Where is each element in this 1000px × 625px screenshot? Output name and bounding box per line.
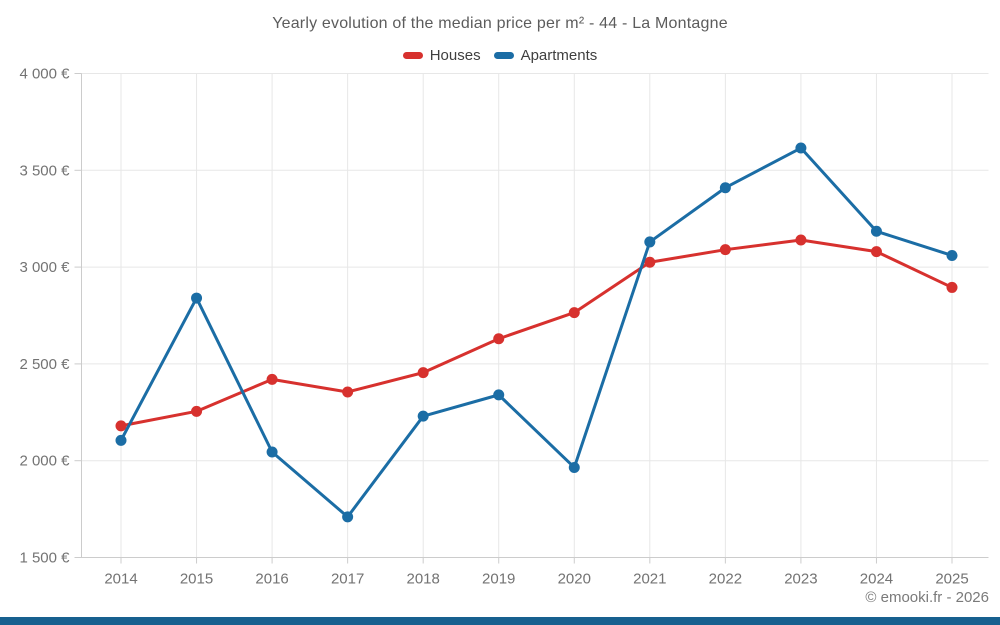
- data-point-apartments-2014[interactable]: [115, 434, 127, 446]
- data-point-houses-2015[interactable]: [191, 405, 203, 417]
- data-point-apartments-2025[interactable]: [946, 249, 958, 261]
- data-point-houses-2016[interactable]: [266, 373, 278, 385]
- bottom-bar: [0, 617, 1000, 625]
- data-point-houses-2022[interactable]: [719, 244, 731, 256]
- x-axis-label: 2014: [104, 571, 137, 588]
- houses-series-marker-icon: [402, 52, 423, 59]
- data-point-houses-2021[interactable]: [644, 256, 656, 268]
- x-axis-label: 2021: [633, 571, 666, 588]
- data-point-apartments-2023[interactable]: [795, 142, 807, 154]
- x-axis-label: 2020: [558, 571, 591, 588]
- chart-title: Yearly evolution of the median price per…: [272, 15, 728, 32]
- x-axis-label: 2018: [406, 571, 439, 588]
- data-point-houses-2019[interactable]: [493, 333, 505, 345]
- data-point-apartments-2016[interactable]: [266, 446, 278, 458]
- y-axis-label: 2 500 €: [19, 356, 70, 373]
- data-point-apartments-2020[interactable]: [568, 461, 580, 473]
- legend-item-apartments[interactable]: Apartments: [493, 47, 598, 64]
- y-axis-label: 3 000 €: [19, 259, 70, 276]
- y-axis-label: 2 000 €: [19, 453, 70, 470]
- data-point-houses-2018[interactable]: [417, 367, 429, 379]
- legend-label-houses: Houses: [429, 47, 481, 64]
- data-point-apartments-2024[interactable]: [870, 225, 882, 237]
- data-point-apartments-2017[interactable]: [342, 511, 354, 523]
- data-point-houses-2020[interactable]: [568, 307, 580, 319]
- data-point-apartments-2019[interactable]: [493, 389, 505, 401]
- data-point-houses-2014[interactable]: [115, 420, 127, 432]
- data-point-houses-2025[interactable]: [946, 281, 958, 293]
- data-point-houses-2023[interactable]: [795, 234, 807, 246]
- y-axis-label: 3 500 €: [19, 162, 70, 179]
- series-line-houses: [119, 238, 954, 428]
- chart-legend: Houses Apartments: [0, 47, 1000, 64]
- data-point-apartments-2022[interactable]: [719, 182, 731, 194]
- x-axis-label: 2015: [180, 571, 213, 588]
- data-point-apartments-2021[interactable]: [644, 236, 656, 248]
- x-axis-label: 2017: [331, 571, 364, 588]
- x-axis-label: 2022: [709, 571, 742, 588]
- legend-item-houses[interactable]: Houses: [402, 47, 481, 64]
- apartments-series-marker-icon: [493, 52, 514, 59]
- data-point-apartments-2018[interactable]: [417, 410, 429, 422]
- data-point-apartments-2015[interactable]: [191, 292, 203, 304]
- x-axis-label: 2023: [784, 571, 817, 588]
- x-axis-label: 2025: [935, 571, 968, 588]
- data-point-houses-2017[interactable]: [342, 386, 354, 398]
- y-axis-label: 4 000 €: [19, 66, 70, 83]
- y-axis-label: 1 500 €: [19, 550, 70, 567]
- legend-label-apartments: Apartments: [520, 47, 598, 64]
- data-point-houses-2024[interactable]: [870, 246, 882, 258]
- x-axis-label: 2016: [255, 571, 288, 588]
- footer-credit: © emooki.fr - 2026: [865, 589, 989, 606]
- series-line-apartments: [119, 146, 954, 519]
- x-axis-label: 2024: [860, 571, 893, 588]
- x-axis-label: 2019: [482, 571, 515, 588]
